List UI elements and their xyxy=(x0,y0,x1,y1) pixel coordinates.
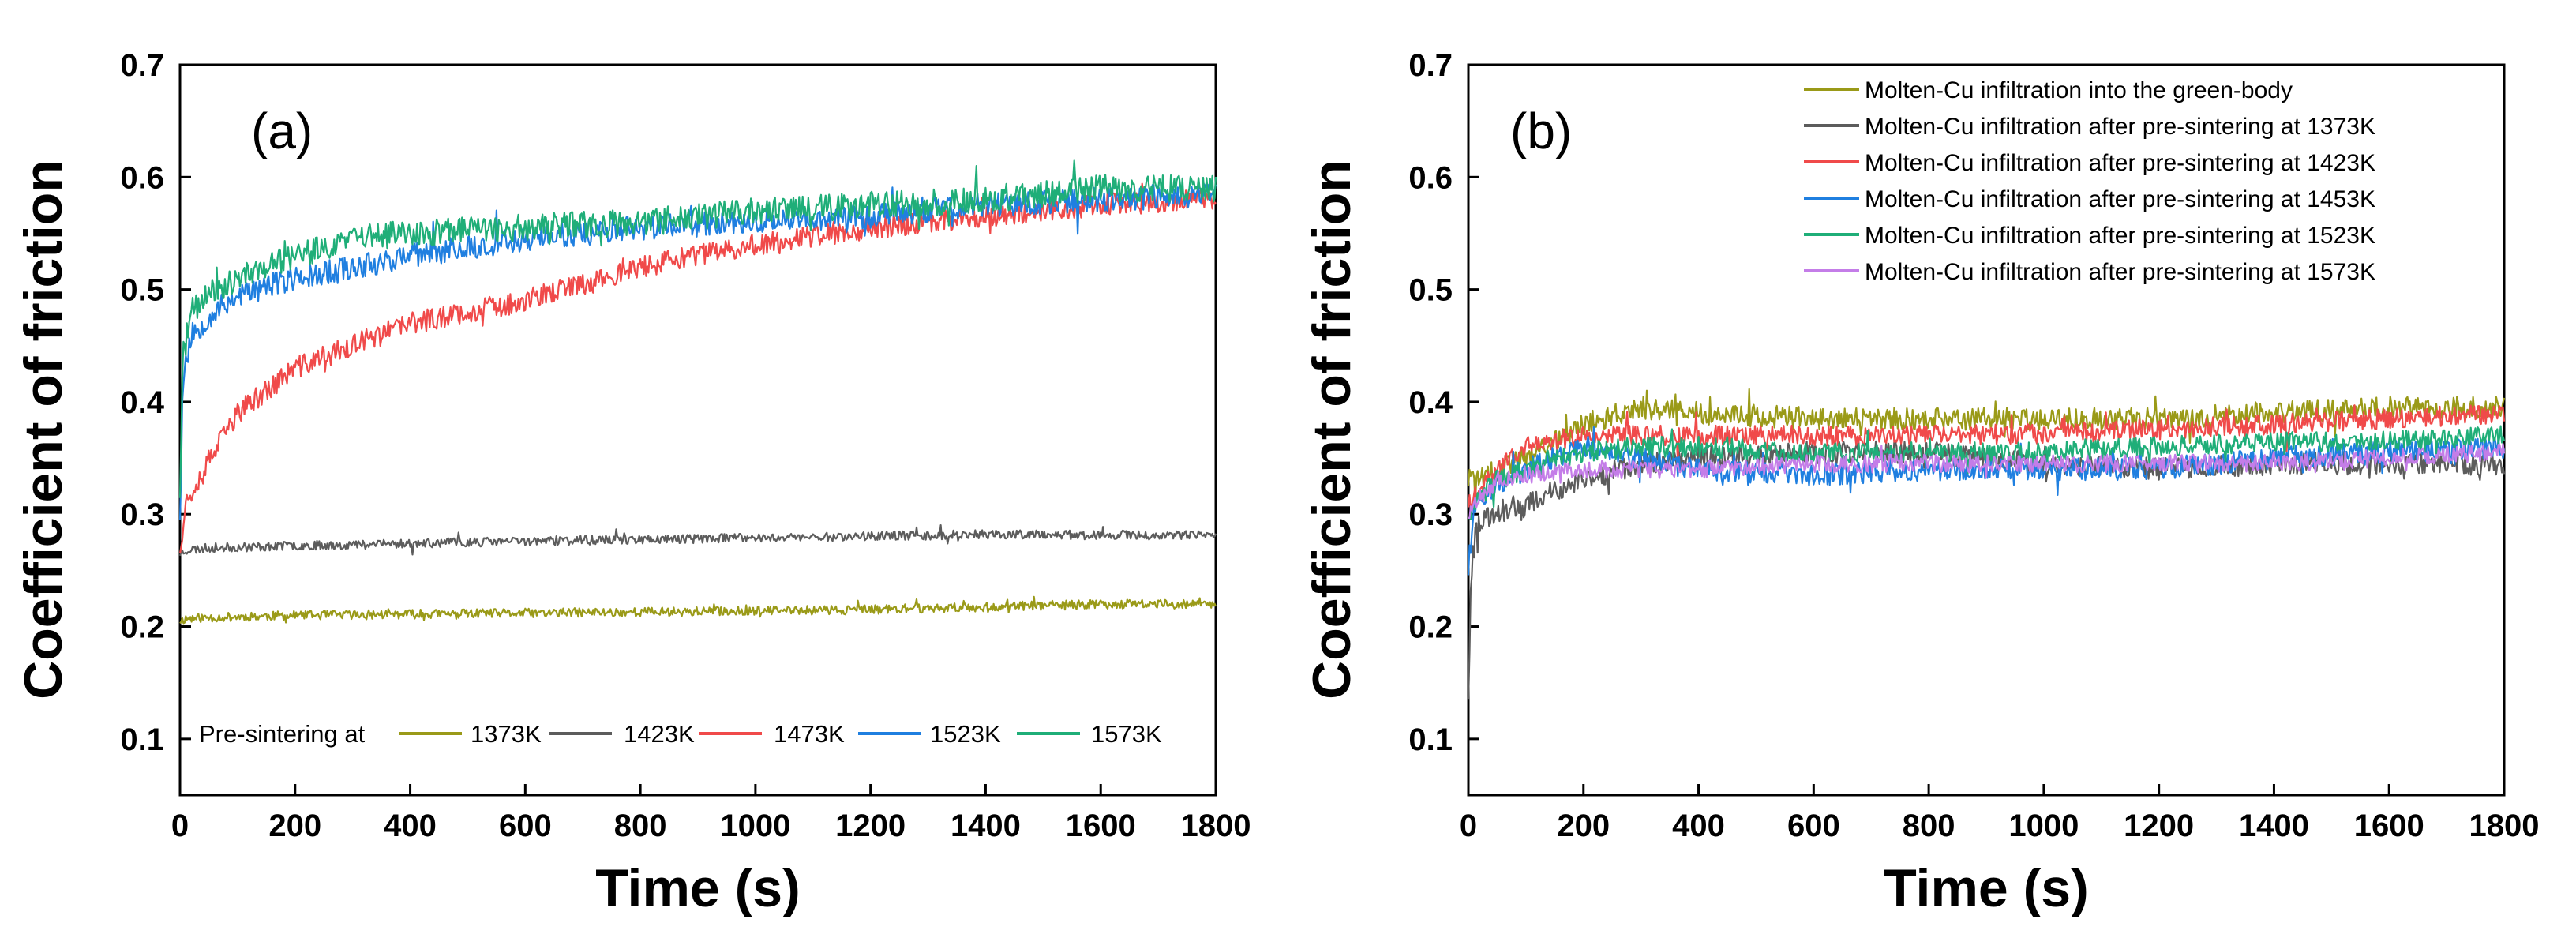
chart-b-ticks: 0 200 400 600 800 1000 1200 1400 1600 1800 0.1 0.2 0… xyxy=(1408,48,2539,843)
chart-a-y-tick-label: 0.3 xyxy=(120,497,164,532)
chart-b-series-molten-cu-infiltration-into-the-green-body xyxy=(1467,388,2506,505)
chart-a-x-tick-label: 600 xyxy=(499,809,552,843)
chart-a-x-tick-label: 400 xyxy=(384,809,437,843)
chart-a-x-tick-label: 1000 xyxy=(720,809,790,843)
chart-b-panel-label: (b) xyxy=(1510,103,1572,159)
chart-a-y-tick-label: 0.4 xyxy=(120,385,164,420)
chart-b-series-molten-cu-infiltration-after-pre-sintering-at-1373k xyxy=(1467,439,2506,700)
chart-b-series-molten-cu-infiltration-after-pre-sintering-at-1523k xyxy=(1468,425,2506,520)
chart-b-x-tick-label: 600 xyxy=(1787,809,1840,843)
chart-b-legend-label-1423K: Molten-Cu infiltration after pre-sinteri… xyxy=(1865,150,2375,176)
chart-b-y-tick-label: 0.5 xyxy=(1408,273,1453,308)
chart-a-y-axis-label: Coefficient of friction xyxy=(13,159,73,700)
chart-b-legend-label-1453K: Molten-Cu infiltration after pre-sinteri… xyxy=(1865,186,2375,212)
chart-a-series-1473k xyxy=(178,182,1217,554)
chart-a-legend: Pre-sintering at 1373K 1423K 1473K 1523K… xyxy=(199,720,1162,748)
chart-b-x-tick-label: 1000 xyxy=(2008,809,2079,843)
chart-b-y-tick-label: 0.6 xyxy=(1408,160,1453,195)
chart-a: 0 200 400 600 800 1000 1200 1400 1600 1800 0.1 0.2 0… xyxy=(13,48,1251,918)
chart-a-y-tick-label: 0.1 xyxy=(120,722,164,757)
chart-b-x-tick-label: 1400 xyxy=(2239,809,2309,843)
chart-b-y-tick-label: 0.3 xyxy=(1408,497,1453,532)
chart-b-x-tick-label: 1600 xyxy=(2354,809,2424,843)
chart-a-y-tick-label: 0.6 xyxy=(120,160,164,195)
chart-b-y-axis-label: Coefficient of friction xyxy=(1302,159,1362,700)
chart-a-series-1573k xyxy=(178,159,1217,498)
chart-a-x-tick-label: 1600 xyxy=(1066,809,1136,843)
chart-b-y-tick-label: 0.4 xyxy=(1408,385,1453,420)
chart-a-legend-label-1523K: 1523K xyxy=(930,720,1001,748)
chart-b-x-tick-label: 400 xyxy=(1672,809,1725,843)
chart-a-series-1423k xyxy=(178,523,1217,557)
chart-b-legend-label-1573K: Molten-Cu infiltration after pre-sinteri… xyxy=(1865,259,2375,285)
chart-b-y-tick-label: 0.1 xyxy=(1408,722,1453,757)
chart-a-legend-title: Pre-sintering at xyxy=(199,720,366,748)
chart-a-y-tick-label: 0.2 xyxy=(120,610,164,645)
chart-b-x-tick-label: 1800 xyxy=(2469,809,2540,843)
chart-b-legend-label-1373K: Molten-Cu infiltration after pre-sinteri… xyxy=(1865,114,2375,140)
chart-a-y-tick-label: 0.7 xyxy=(120,48,164,83)
chart-a-x-tick-label: 200 xyxy=(268,809,321,843)
chart-a-legend-label-1473K: 1473K xyxy=(774,720,845,748)
chart-a-frame xyxy=(178,63,1217,797)
chart-a-legend-label-1373K: 1373K xyxy=(471,720,542,748)
chart-a-x-tick-label: 1400 xyxy=(951,809,1021,843)
chart-b-legend: Molten-Cu infiltration into the green-bo… xyxy=(1804,77,2375,285)
chart-a-x-tick-label: 1200 xyxy=(835,809,906,843)
chart-b-x-tick-label: 1200 xyxy=(2124,809,2194,843)
chart-b-x-tick-label: 0 xyxy=(1460,809,1477,843)
chart-a-x-tick-label: 800 xyxy=(614,809,667,843)
chart-a-x-axis-label: Time (s) xyxy=(595,858,800,918)
chart-a-legend-label-1573K: 1573K xyxy=(1091,720,1162,748)
chart-b-legend-label-green-body: Molten-Cu infiltration into the green-bo… xyxy=(1865,77,2293,103)
chart-b-plot-area xyxy=(1467,388,2506,700)
chart-a-plot-area xyxy=(178,159,1217,625)
chart-b-series-molten-cu-infiltration-after-pre-sintering-at-1423k xyxy=(1467,404,2506,509)
chart-a-y-tick-label: 0.5 xyxy=(120,273,164,308)
chart-b-x-tick-label: 200 xyxy=(1557,809,1610,843)
chart-b-y-tick-label: 0.2 xyxy=(1408,610,1453,645)
chart-a-x-tick-label: 0 xyxy=(171,809,189,843)
chart-b-series-molten-cu-infiltration-after-pre-sintering-at-1573k xyxy=(1468,443,2506,520)
chart-b-y-tick-label: 0.7 xyxy=(1408,48,1453,83)
chart-b: 0 200 400 600 800 1000 1200 1400 1600 1800 0.1 0.2 0… xyxy=(1302,48,2539,918)
chart-a-legend-label-1423K: 1423K xyxy=(624,720,695,748)
chart-b-legend-label-1523K: Molten-Cu infiltration after pre-sinteri… xyxy=(1865,223,2375,249)
chart-a-x-tick-label: 1800 xyxy=(1181,809,1251,843)
chart-a-ticks: 0 200 400 600 800 1000 1200 1400 1600 1800 0.1 0.2 0… xyxy=(120,48,1251,843)
chart-b-x-tick-label: 800 xyxy=(1903,809,1955,843)
chart-a-panel-label: (a) xyxy=(251,103,313,159)
chart-b-frame xyxy=(1467,63,2506,797)
chart-b-x-axis-label: Time (s) xyxy=(1884,858,2088,918)
chart-a-series-1373k xyxy=(179,595,1217,625)
